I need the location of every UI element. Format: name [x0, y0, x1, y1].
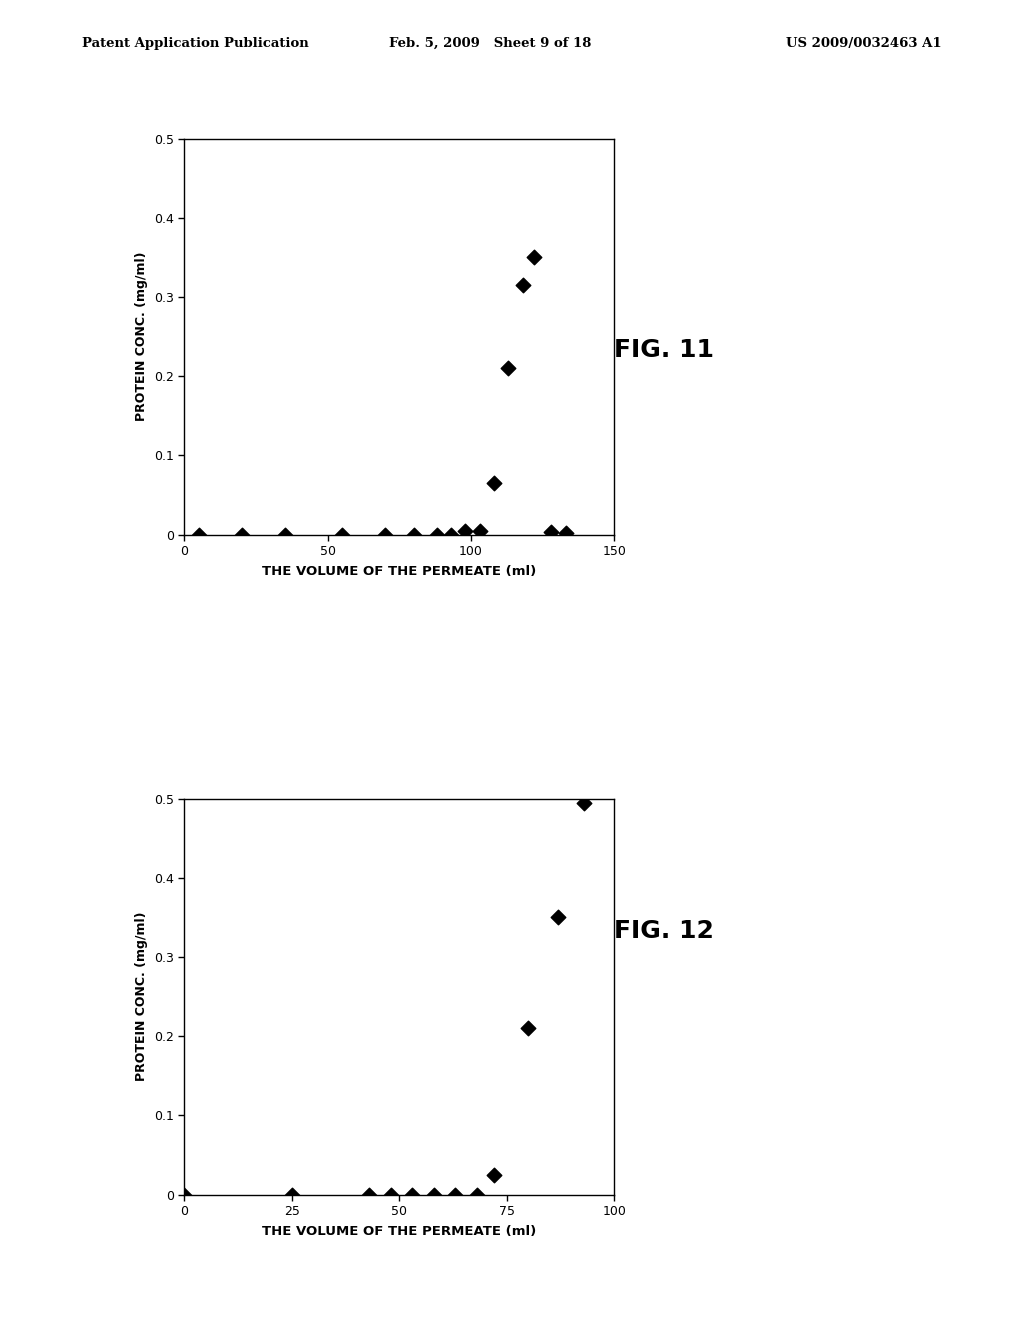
Text: US 2009/0032463 A1: US 2009/0032463 A1	[786, 37, 942, 50]
Y-axis label: PROTEIN CONC. (mg/ml): PROTEIN CONC. (mg/ml)	[135, 912, 148, 1081]
X-axis label: THE VOLUME OF THE PERMEATE (ml): THE VOLUME OF THE PERMEATE (ml)	[262, 565, 537, 578]
Text: Patent Application Publication: Patent Application Publication	[82, 37, 308, 50]
Point	[176, 1184, 193, 1205]
Point	[469, 1184, 485, 1205]
Point	[471, 520, 487, 541]
Point	[383, 1184, 399, 1205]
Point	[377, 524, 393, 545]
Point	[361, 1184, 378, 1205]
Point	[428, 524, 444, 545]
Point	[190, 524, 207, 545]
Point	[543, 521, 559, 543]
Point	[447, 1184, 464, 1205]
Point	[426, 1184, 442, 1205]
Point	[406, 524, 422, 545]
Point	[550, 907, 566, 928]
Point	[404, 1184, 421, 1205]
Point	[520, 1018, 537, 1039]
Point	[442, 524, 459, 545]
Point	[514, 275, 530, 296]
Point	[284, 1184, 300, 1205]
Point	[485, 473, 502, 494]
Y-axis label: PROTEIN CONC. (mg/ml): PROTEIN CONC. (mg/ml)	[135, 252, 148, 421]
Point	[233, 524, 250, 545]
Point	[334, 524, 350, 545]
Point	[526, 247, 543, 268]
Point	[577, 792, 593, 813]
Point	[276, 524, 293, 545]
Point	[457, 521, 473, 543]
Text: Feb. 5, 2009   Sheet 9 of 18: Feb. 5, 2009 Sheet 9 of 18	[389, 37, 592, 50]
Point	[500, 358, 516, 379]
X-axis label: THE VOLUME OF THE PERMEATE (ml): THE VOLUME OF THE PERMEATE (ml)	[262, 1225, 537, 1238]
Point	[485, 1164, 502, 1185]
Text: FIG. 12: FIG. 12	[614, 919, 715, 942]
Point	[557, 523, 573, 544]
Text: FIG. 11: FIG. 11	[614, 338, 715, 362]
